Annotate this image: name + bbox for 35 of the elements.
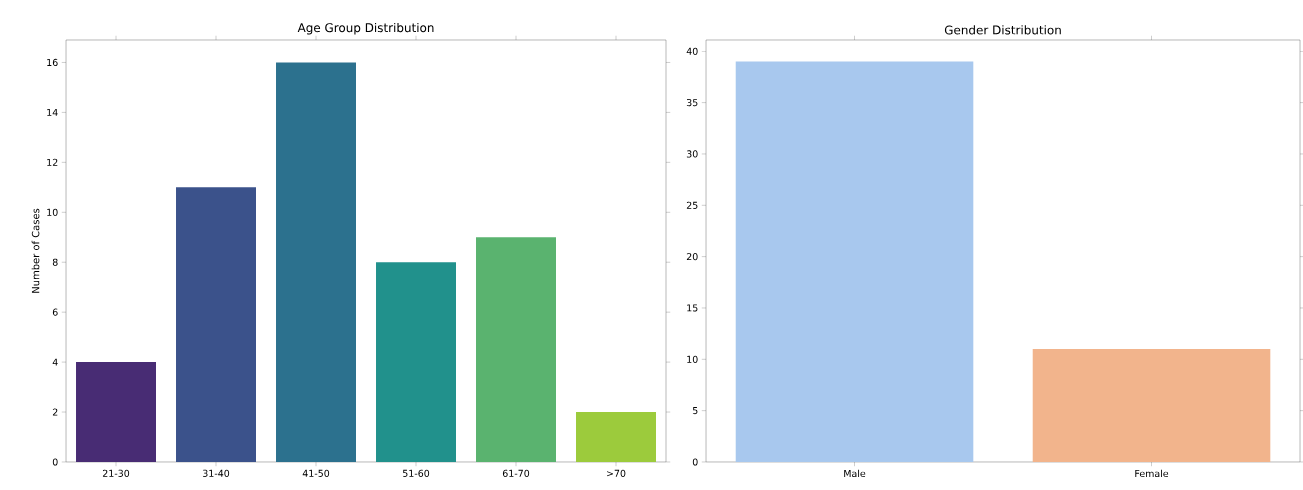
y-tick-label: 20 — [686, 253, 698, 261]
y-tick-label: 15 — [687, 304, 698, 312]
chart-title: Age Group Distribution — [297, 22, 434, 35]
y-tick-label: 10 — [47, 208, 58, 216]
y-tick-label: 6 — [52, 308, 58, 316]
x-tick-label: 51-60 — [403, 469, 430, 477]
y-tick-label: 5 — [692, 407, 698, 415]
bar — [176, 187, 257, 462]
x-tick-label: >70 — [607, 469, 626, 477]
bar — [76, 362, 157, 462]
x-tick-label: 31-40 — [202, 469, 230, 477]
y-tick-label: 2 — [52, 408, 58, 416]
bar — [376, 262, 457, 462]
x-tick-label: 21-30 — [102, 469, 130, 477]
bar — [576, 412, 657, 462]
y-tick-label: 0 — [52, 458, 58, 466]
chart-title: Gender Distribution — [944, 25, 1061, 35]
y-tick-label: 8 — [52, 258, 58, 266]
y-tick-label: 12 — [47, 158, 58, 166]
y-tick-label: 0 — [692, 458, 698, 466]
y-tick-label: 10 — [687, 355, 698, 363]
x-tick-label: Female — [1135, 469, 1169, 478]
bar — [476, 237, 557, 462]
y-tick-label: 40 — [686, 47, 698, 55]
bar — [276, 62, 357, 462]
y-tick-label: 16 — [47, 58, 58, 67]
y-tick-label: 14 — [47, 108, 58, 116]
y-axis-title: Number of Cases — [31, 208, 40, 293]
x-tick-label: 61-70 — [502, 469, 530, 477]
y-tick-label: 4 — [52, 358, 58, 366]
y-tick-label: 30 — [686, 150, 698, 158]
x-tick-label: Male — [844, 469, 866, 478]
y-tick-label: 35 — [686, 99, 698, 107]
y-tick-label: 25 — [686, 201, 698, 209]
x-tick-label: 41-50 — [302, 469, 330, 477]
